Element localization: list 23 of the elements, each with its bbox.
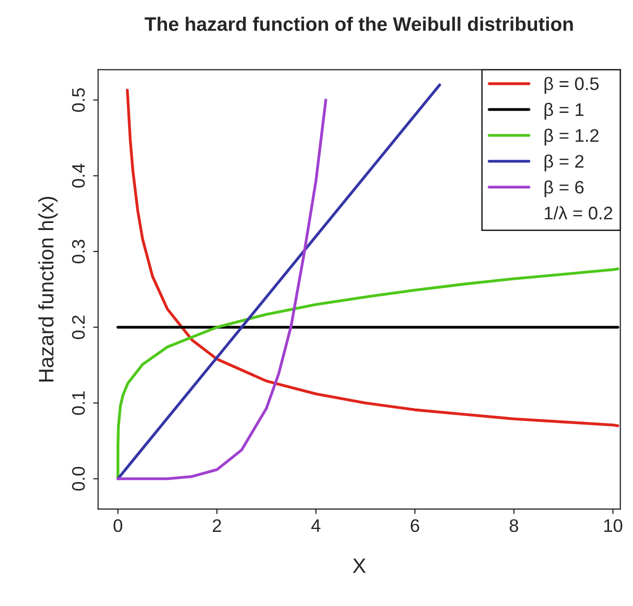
x-tick-label: 0 <box>114 519 122 532</box>
legend-label: β = 2 <box>544 154 584 172</box>
x-tick-label: 8 <box>510 519 518 532</box>
y-axis-title: Hazard function h(x) <box>38 196 58 382</box>
annotation: 1/λ = 0.2 <box>544 206 612 220</box>
legend-label: β = 1.2 <box>544 128 599 146</box>
chart-title: The hazard function of the Weibull distribution <box>144 16 573 31</box>
x-tick-label: 10 <box>604 519 622 532</box>
y-tick-label: 0.4 <box>72 164 85 188</box>
legend-label: β = 0.5 <box>544 76 599 94</box>
x-axis-title: X <box>352 558 366 573</box>
legend-label: β = 6 <box>544 180 584 198</box>
x-tick-label: 4 <box>311 519 320 532</box>
y-tick-label: 0.3 <box>72 240 85 264</box>
y-tick-label: 0.1 <box>72 391 85 415</box>
legend-label: β = 1 <box>544 102 584 120</box>
line-series <box>116 98 328 480</box>
x-tick-label: 6 <box>410 519 420 532</box>
y-tick-label: 0.2 <box>72 316 85 340</box>
y-tick-label: 0.0 <box>72 466 85 491</box>
x-tick-label: 2 <box>212 519 222 532</box>
y-tick-label: 0.5 <box>72 88 85 112</box>
line-series <box>116 268 620 480</box>
